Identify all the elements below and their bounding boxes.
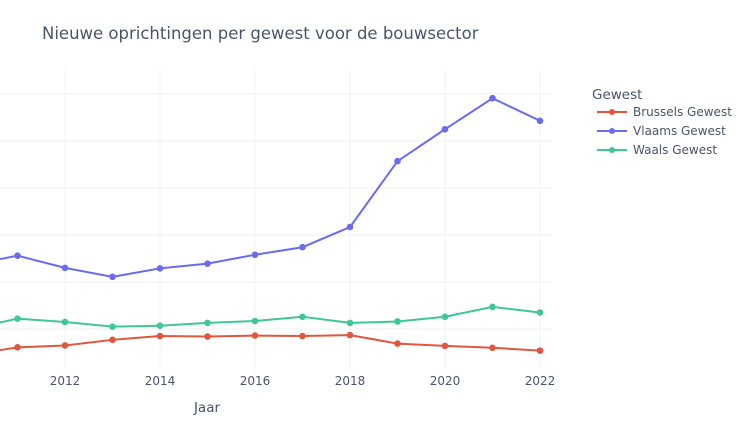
legend-label: Waals Gewest [633, 143, 717, 157]
legend-title: Gewest [592, 87, 642, 103]
data-point[interactable] [61, 264, 69, 272]
data-point[interactable] [394, 340, 401, 347]
legend: Gewest Brussels Gewest Vlaams Gewest Waals… [592, 87, 732, 157]
legend-item[interactable]: Waals Gewest [597, 143, 717, 157]
data-point[interactable] [14, 344, 21, 351]
x-tick-label: 2020 [430, 374, 461, 388]
chart-title: Nieuwe oprichtingen per gewest voor de b… [42, 24, 479, 43]
data-point[interactable] [346, 223, 354, 231]
data-point[interactable] [156, 322, 164, 330]
data-point[interactable] [299, 332, 306, 340]
x-axis-title: Jaar [193, 400, 221, 416]
data-point[interactable] [489, 94, 496, 102]
data-point[interactable] [204, 260, 211, 267]
data-point[interactable] [61, 318, 69, 326]
series-line [0, 305, 541, 328]
series-line [0, 334, 541, 352]
data-point[interactable] [299, 313, 306, 321]
data-point[interactable] [109, 273, 116, 281]
data-point[interactable] [299, 243, 306, 251]
data-point[interactable] [14, 315, 21, 322]
legend-marker-icon [609, 147, 615, 153]
x-tick-label: 2016 [240, 374, 271, 388]
data-point[interactable] [536, 347, 544, 354]
grid [0, 70, 552, 370]
x-tick-label: 2014 [145, 374, 176, 388]
data-point[interactable] [204, 319, 211, 327]
data-point[interactable] [204, 333, 211, 340]
data-point[interactable] [489, 344, 496, 352]
x-tick-label: 2012 [50, 374, 81, 388]
data-point[interactable] [536, 117, 544, 125]
data-point[interactable] [394, 318, 401, 325]
data-point[interactable] [346, 331, 354, 339]
data-point[interactable] [156, 265, 164, 272]
series-waals-gewest [0, 303, 544, 330]
x-axis-ticks: 2012 2014 2016 2018 2020 2022 [50, 374, 556, 388]
data-point[interactable] [346, 319, 354, 327]
legend-item[interactable]: Brussels Gewest [597, 105, 732, 119]
data-point[interactable] [441, 342, 449, 350]
series-brussels-gewest [0, 331, 544, 354]
data-point[interactable] [251, 317, 259, 325]
data-point[interactable] [441, 125, 449, 133]
data-point[interactable] [61, 342, 69, 349]
data-point[interactable] [109, 323, 116, 330]
data-point[interactable] [156, 332, 164, 340]
data-point[interactable] [251, 332, 259, 339]
legend-marker-icon [609, 109, 615, 115]
data-point[interactable] [441, 313, 449, 321]
x-tick-label: 2022 [525, 374, 556, 388]
data-point[interactable] [394, 157, 401, 165]
data-point[interactable] [251, 251, 259, 259]
legend-label: Vlaams Gewest [633, 124, 726, 138]
series-vlaams-gewest [0, 94, 544, 281]
data-point[interactable] [489, 303, 496, 311]
legend-marker-icon [609, 128, 615, 134]
x-tick-label: 2018 [335, 374, 366, 388]
data-point[interactable] [109, 336, 116, 344]
legend-label: Brussels Gewest [633, 105, 732, 119]
data-point[interactable] [536, 309, 544, 316]
plot-area [0, 94, 544, 354]
legend-item[interactable]: Vlaams Gewest [597, 124, 726, 138]
data-point[interactable] [14, 252, 21, 259]
